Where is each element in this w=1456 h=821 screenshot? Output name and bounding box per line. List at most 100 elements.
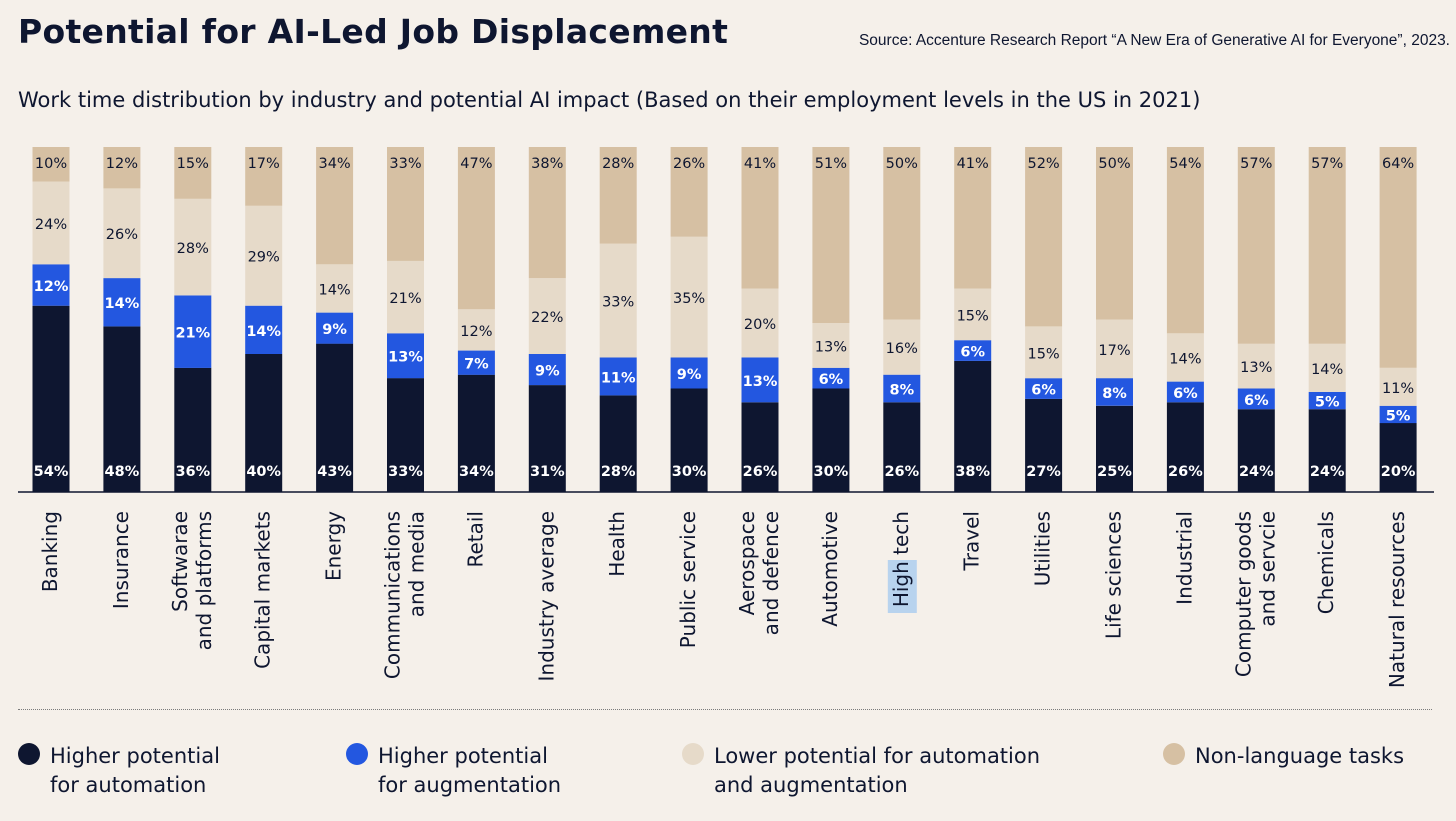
bar-segment-communications-and-media-augmentation — [387, 333, 424, 379]
category-label-line: and defence — [759, 511, 783, 635]
category-label-industrial: Industrial — [1172, 511, 1196, 605]
bar-label-energy-augmentation: 9% — [322, 322, 347, 338]
bar-segment-computer-goods-and-servcie-nonlanguage — [1237, 147, 1275, 344]
bar-segment-high-tech-lower — [883, 319, 921, 375]
bar-label-communications-and-media-automation: 33% — [388, 464, 423, 480]
category-label-natural-resources: Natural resources — [1385, 511, 1409, 688]
category-label-line: Travel — [960, 511, 984, 571]
bar-label-capital-markets-augmentation: 14% — [246, 324, 281, 340]
category-label-aerospace-and-defence: Aerospace and defence — [735, 511, 783, 635]
bar-segment-public-service-automation — [670, 388, 708, 492]
bar-label-health-augmentation: 11% — [601, 370, 636, 386]
bar-label-industry-average-nonlanguage: 38% — [531, 156, 563, 172]
bar-label-computer-goods-and-servcie-augmentation: 6% — [1244, 393, 1269, 409]
bar-label-travel-lower: 15% — [957, 308, 989, 324]
category-label-line: Public service — [676, 511, 700, 648]
bar-segment-travel-nonlanguage — [954, 147, 992, 289]
bar-label-high-tech-automation: 26% — [884, 464, 919, 480]
category-label-automotive: Automotive — [818, 511, 842, 627]
bar-segment-high-tech-nonlanguage — [883, 147, 921, 320]
bar-segment-insurance-lower — [103, 188, 141, 279]
legend-label-automation: Higher potential for automation — [50, 744, 220, 797]
bar-segment-industrial-automation — [1166, 402, 1204, 492]
bar-segment-automotive-nonlanguage — [812, 147, 850, 323]
bar-label-public-service-augmentation: 9% — [677, 367, 702, 383]
bar-label-industrial-automation: 26% — [1168, 464, 1203, 480]
bar-segment-communications-and-media-automation — [387, 378, 424, 492]
bar-label-travel-nonlanguage: 41% — [957, 156, 989, 172]
bar-label-life-sciences-lower: 17% — [1098, 343, 1130, 359]
category-label-line: Automotive — [818, 511, 842, 627]
bar-label-retail-lower: 12% — [460, 324, 492, 340]
bar-segment-industry-average-automation — [528, 385, 566, 493]
bar-label-communications-and-media-augmentation: 13% — [388, 350, 423, 366]
category-label-line: Industry average — [534, 511, 558, 682]
bar-label-high-tech-nonlanguage: 50% — [886, 156, 918, 172]
bar-segment-utilities-augmentation — [1025, 378, 1063, 399]
bar-segment-banking-augmentation — [32, 264, 70, 306]
bar-label-capital-markets-lower: 29% — [248, 250, 280, 266]
bar-label-natural-resources-lower: 11% — [1382, 381, 1414, 397]
bar-segment-capital-markets-nonlanguage — [245, 147, 283, 206]
bar-segment-energy-automation — [316, 343, 354, 492]
bar-label-computer-goods-and-servcie-nonlanguage: 57% — [1240, 156, 1272, 172]
bar-segment-aerospace-and-defence-augmentation — [741, 357, 779, 403]
bar-segment-banking-lower — [32, 181, 70, 265]
bar-segment-banking-nonlanguage — [32, 147, 70, 182]
bar-segment-travel-augmentation — [954, 340, 992, 361]
bar-segment-chemicals-automation — [1308, 409, 1346, 492]
bar-segment-health-automation — [599, 395, 637, 492]
category-label-line: Aerospace — [735, 511, 759, 615]
bar-segment-travel-lower — [954, 288, 992, 341]
bar-label-chemicals-augmentation: 5% — [1315, 395, 1340, 411]
bar-label-retail-nonlanguage: 47% — [460, 156, 492, 172]
bar-segment-insurance-automation — [103, 326, 141, 492]
bar-label-insurance-augmentation: 14% — [105, 296, 140, 312]
bar-segment-insurance-augmentation — [103, 278, 141, 327]
bar-segment-natural-resources-augmentation — [1379, 405, 1417, 424]
category-label-health: Health — [605, 511, 629, 577]
bar-label-travel-automation: 38% — [955, 464, 990, 480]
bar-label-automotive-augmentation: 6% — [819, 372, 844, 388]
bar-segment-high-tech-automation — [883, 402, 921, 492]
category-label-line: and servcie — [1255, 511, 1279, 627]
category-label-line: Banking — [38, 511, 62, 592]
bar-label-public-service-lower: 35% — [673, 291, 705, 307]
legend-item-augmentation: Higher potential for augmentation — [346, 742, 578, 800]
legend-swatch-augmentation — [346, 743, 368, 765]
bar-label-natural-resources-nonlanguage: 64% — [1382, 156, 1414, 172]
bar-segment-life-sciences-augmentation — [1096, 378, 1133, 406]
bar-label-industry-average-lower: 22% — [531, 310, 563, 326]
category-label-line: Health — [605, 511, 629, 577]
bar-label-industrial-augmentation: 6% — [1173, 386, 1198, 402]
bar-label-automotive-nonlanguage: 51% — [815, 156, 847, 172]
legend-swatch-automation — [18, 743, 40, 765]
bar-label-aerospace-and-defence-lower: 20% — [744, 317, 776, 333]
bar-segment-public-service-nonlanguage — [670, 147, 708, 237]
category-label-line: High tech — [889, 511, 913, 607]
bar-segment-softwarae-and-platforms-lower — [174, 198, 212, 296]
bar-segment-insurance-nonlanguage — [103, 147, 141, 189]
bar-segment-public-service-augmentation — [670, 357, 708, 389]
category-label-line: and platforms — [192, 511, 216, 650]
bar-label-banking-automation: 54% — [34, 464, 69, 480]
bar-segment-health-nonlanguage — [599, 147, 637, 244]
bar-segment-retail-automation — [457, 374, 495, 492]
category-label-industry-average: Industry average — [534, 511, 558, 682]
bar-label-energy-nonlanguage: 34% — [318, 156, 350, 172]
bar-segment-softwarae-and-platforms-automation — [174, 367, 212, 492]
category-label-line: Retail — [463, 511, 487, 568]
legend-swatch-lower — [682, 743, 704, 765]
category-label-capital-markets: Capital markets — [251, 511, 275, 669]
category-label-line: Utilities — [1031, 511, 1055, 586]
bar-segment-softwarae-and-platforms-nonlanguage — [174, 147, 212, 199]
legend-item-nonlanguage: Non-language tasks — [1163, 742, 1455, 771]
bar-segment-utilities-automation — [1025, 398, 1063, 493]
bar-segment-softwarae-and-platforms-augmentation — [174, 295, 212, 368]
category-label-line: Insurance — [109, 511, 133, 609]
bar-label-softwarae-and-platforms-automation: 36% — [175, 464, 210, 480]
category-label-banking: Banking — [38, 511, 62, 592]
bar-label-health-nonlanguage: 28% — [602, 156, 634, 172]
category-label-insurance: Insurance — [109, 511, 133, 609]
category-label-line: Capital markets — [251, 511, 275, 669]
